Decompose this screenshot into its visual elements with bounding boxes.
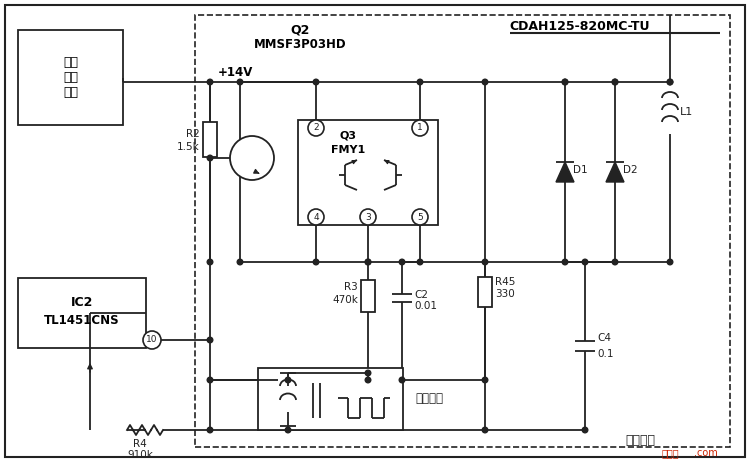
Circle shape xyxy=(230,136,274,180)
Circle shape xyxy=(482,79,488,85)
Bar xyxy=(203,122,217,157)
Text: Q2: Q2 xyxy=(290,24,310,36)
Circle shape xyxy=(482,427,488,433)
Text: 5: 5 xyxy=(417,213,423,221)
Text: L1: L1 xyxy=(680,107,693,117)
Circle shape xyxy=(207,155,213,161)
Text: D2: D2 xyxy=(623,165,638,175)
Text: 2: 2 xyxy=(314,123,319,133)
Circle shape xyxy=(365,377,370,383)
Circle shape xyxy=(314,259,319,265)
Text: 0.01: 0.01 xyxy=(414,301,437,311)
Circle shape xyxy=(308,209,324,225)
Text: R45: R45 xyxy=(495,277,515,287)
Circle shape xyxy=(668,79,673,85)
Text: R2: R2 xyxy=(186,129,200,139)
Bar xyxy=(258,368,403,430)
Text: 1.5k: 1.5k xyxy=(177,142,200,152)
Text: C2: C2 xyxy=(414,290,428,300)
Circle shape xyxy=(582,427,588,433)
Text: MMSF3P03HD: MMSF3P03HD xyxy=(254,37,346,50)
Circle shape xyxy=(668,259,673,265)
Circle shape xyxy=(412,209,428,225)
Circle shape xyxy=(417,259,423,265)
Circle shape xyxy=(285,427,291,433)
Circle shape xyxy=(207,337,213,343)
Text: 驱动脉冲: 驱动脉冲 xyxy=(415,393,443,406)
Text: TL1451CNS: TL1451CNS xyxy=(44,314,120,327)
Text: 启动
控制
电路: 启动 控制 电路 xyxy=(63,56,78,99)
Circle shape xyxy=(207,259,213,265)
Text: 10: 10 xyxy=(146,335,158,345)
Bar xyxy=(361,280,375,312)
Circle shape xyxy=(562,79,568,85)
Circle shape xyxy=(365,370,370,376)
Bar xyxy=(298,120,438,225)
Circle shape xyxy=(308,120,324,136)
Text: IC2: IC2 xyxy=(70,297,93,310)
Circle shape xyxy=(399,377,405,383)
Text: 杭州将睿科技有限公司: 杭州将睿科技有限公司 xyxy=(325,216,425,234)
Circle shape xyxy=(285,377,291,383)
Bar xyxy=(478,277,492,307)
Text: FMY1: FMY1 xyxy=(331,145,365,155)
Text: R3: R3 xyxy=(344,282,358,292)
Circle shape xyxy=(482,377,488,383)
Bar xyxy=(18,30,123,125)
Text: 330: 330 xyxy=(495,289,514,299)
Circle shape xyxy=(482,259,488,265)
Circle shape xyxy=(612,259,618,265)
Circle shape xyxy=(668,79,673,85)
Circle shape xyxy=(237,79,243,85)
Text: 1: 1 xyxy=(417,123,423,133)
Text: .com: .com xyxy=(694,448,718,458)
Text: Q3: Q3 xyxy=(340,131,356,141)
Bar xyxy=(18,278,146,348)
Text: 910k: 910k xyxy=(127,450,153,460)
Text: D1: D1 xyxy=(573,165,588,175)
Circle shape xyxy=(612,79,618,85)
Circle shape xyxy=(237,259,243,265)
Circle shape xyxy=(360,209,376,225)
Circle shape xyxy=(612,79,618,85)
Text: 4: 4 xyxy=(314,213,319,221)
Circle shape xyxy=(417,79,423,85)
Circle shape xyxy=(207,377,213,383)
Text: R4: R4 xyxy=(134,439,147,449)
Text: 3: 3 xyxy=(365,213,370,221)
Bar xyxy=(195,15,730,447)
Text: 470k: 470k xyxy=(332,295,358,305)
Circle shape xyxy=(399,259,405,265)
Text: 驱动电路: 驱动电路 xyxy=(625,433,655,446)
Circle shape xyxy=(562,259,568,265)
Text: +14V: +14V xyxy=(218,66,254,79)
Circle shape xyxy=(365,259,370,265)
Circle shape xyxy=(365,259,370,265)
Circle shape xyxy=(143,331,161,349)
Text: C4: C4 xyxy=(597,333,611,343)
Text: 0.1: 0.1 xyxy=(597,349,613,359)
Polygon shape xyxy=(556,162,574,182)
Circle shape xyxy=(582,259,588,265)
Circle shape xyxy=(207,427,213,433)
Circle shape xyxy=(412,120,428,136)
Circle shape xyxy=(314,79,319,85)
Polygon shape xyxy=(606,162,624,182)
Circle shape xyxy=(562,79,568,85)
Text: 接线图: 接线图 xyxy=(662,448,680,458)
Text: CDAH125-820MC-TU: CDAH125-820MC-TU xyxy=(510,19,650,32)
Circle shape xyxy=(207,79,213,85)
